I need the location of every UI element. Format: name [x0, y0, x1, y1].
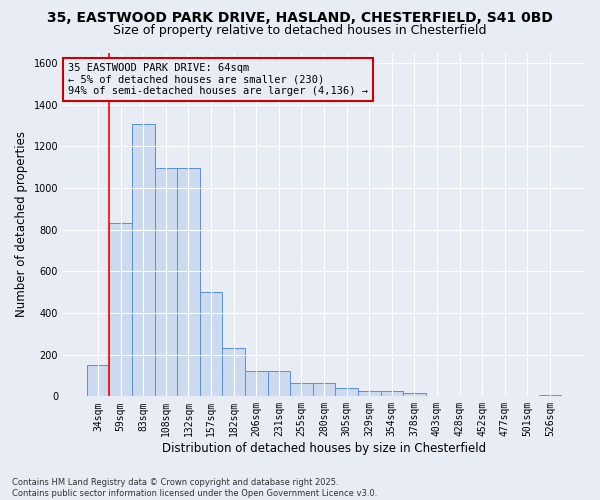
Bar [109, 224, 132, 396]
X-axis label: Distribution of detached houses by size in Chesterfield: Distribution of detached houses by size … [162, 442, 486, 455]
Bar [223, 348, 245, 397]
Bar [358, 391, 380, 396]
Bar [200, 292, 223, 397]
Bar [177, 168, 200, 396]
Text: 35 EASTWOOD PARK DRIVE: 64sqm
← 5% of detached houses are smaller (230)
94% of s: 35 EASTWOOD PARK DRIVE: 64sqm ← 5% of de… [68, 63, 368, 96]
Bar [539, 394, 561, 396]
Text: Contains HM Land Registry data © Crown copyright and database right 2025.
Contai: Contains HM Land Registry data © Crown c… [12, 478, 377, 498]
Y-axis label: Number of detached properties: Number of detached properties [15, 132, 28, 318]
Bar [87, 365, 109, 396]
Bar [380, 391, 403, 396]
Bar [290, 383, 313, 396]
Text: Size of property relative to detached houses in Chesterfield: Size of property relative to detached ho… [113, 24, 487, 37]
Text: 35, EASTWOOD PARK DRIVE, HASLAND, CHESTERFIELD, S41 0BD: 35, EASTWOOD PARK DRIVE, HASLAND, CHESTE… [47, 11, 553, 25]
Bar [132, 124, 155, 396]
Bar [245, 372, 268, 396]
Bar [313, 383, 335, 396]
Bar [268, 372, 290, 396]
Bar [403, 393, 426, 396]
Bar [335, 388, 358, 396]
Bar [155, 168, 177, 396]
